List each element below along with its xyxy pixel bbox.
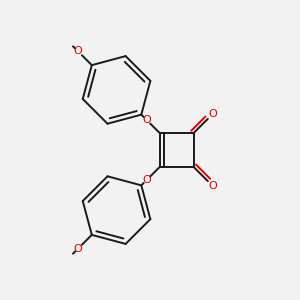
Text: O: O: [142, 115, 151, 125]
Text: O: O: [208, 181, 217, 191]
Text: O: O: [142, 175, 151, 185]
Text: O: O: [74, 46, 82, 56]
Text: O: O: [74, 244, 82, 254]
Text: O: O: [208, 109, 217, 119]
